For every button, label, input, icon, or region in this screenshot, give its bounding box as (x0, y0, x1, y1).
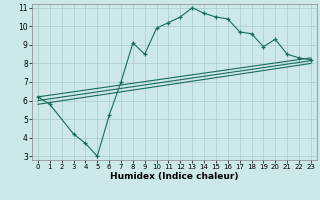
X-axis label: Humidex (Indice chaleur): Humidex (Indice chaleur) (110, 172, 239, 181)
